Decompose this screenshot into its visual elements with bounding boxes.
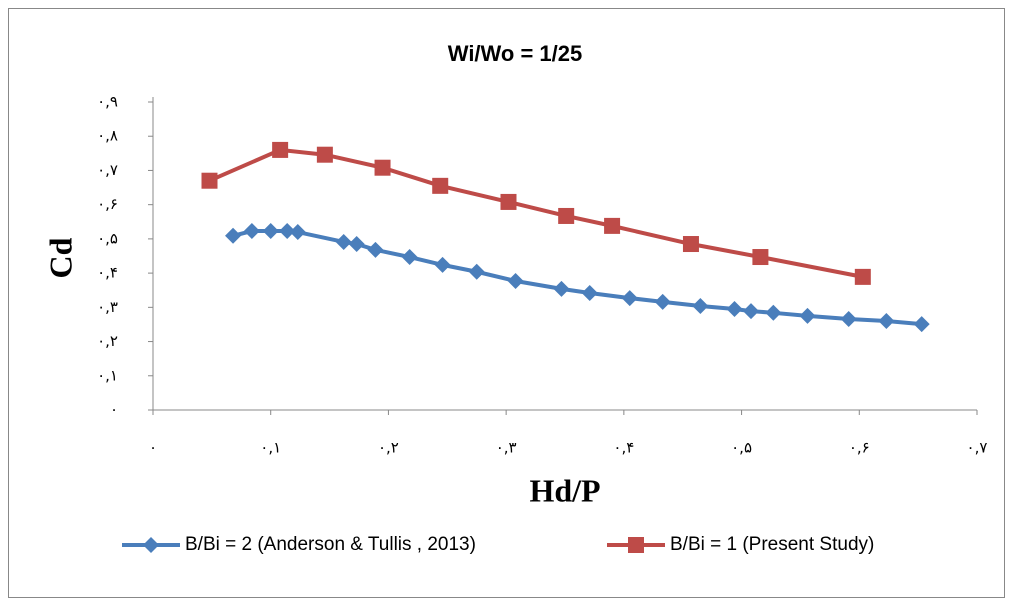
x-tick-label: ۰,۳ — [496, 439, 517, 457]
legend-marker — [628, 537, 644, 553]
data-point — [316, 146, 333, 163]
data-point — [558, 207, 575, 224]
chart-border — [8, 8, 1005, 598]
y-tick-label: ۰,۷ — [97, 161, 118, 179]
data-point — [840, 310, 857, 327]
data-point — [752, 249, 769, 266]
data-point — [201, 172, 218, 189]
x-axis-label: Hd/P — [529, 472, 600, 508]
data-point — [348, 236, 365, 253]
legend-label: B/Bi = 2 (Anderson & Tullis , 2013) — [185, 534, 476, 555]
y-tick-label: ۰,۴ — [97, 264, 118, 282]
x-tick-label: ۰,۴ — [613, 439, 634, 457]
x-tick-label: ۰ — [149, 439, 157, 457]
data-point — [581, 284, 598, 301]
x-tick-label: ۰,۷ — [967, 439, 988, 457]
data-point — [367, 241, 384, 258]
y-tick-label: ۰,۵ — [97, 229, 118, 247]
data-point — [432, 177, 449, 194]
data-point — [878, 313, 895, 330]
data-point — [553, 280, 570, 297]
data-point — [604, 217, 621, 234]
legend-label: B/Bi = 1 (Present Study) — [670, 534, 874, 555]
data-point — [434, 256, 451, 273]
data-point — [289, 224, 306, 241]
data-point — [621, 290, 638, 307]
x-tick-label: ۰,۶ — [849, 439, 870, 457]
data-point — [913, 316, 930, 333]
data-point — [468, 263, 485, 280]
x-tick-label: ۰,۱ — [260, 439, 281, 457]
data-point — [374, 159, 391, 176]
data-point — [225, 227, 242, 244]
data-point — [742, 303, 759, 320]
data-point — [243, 223, 260, 240]
x-tick-label: ۰,۵ — [731, 439, 752, 457]
data-point — [500, 193, 517, 210]
y-tick-label: ۰,۲ — [97, 332, 118, 350]
data-point — [854, 268, 871, 285]
data-point — [335, 233, 352, 250]
y-tick-label: ۰,۶ — [97, 195, 118, 213]
data-point — [726, 301, 743, 318]
data-point — [799, 307, 816, 324]
y-axis-label: Cd — [42, 237, 78, 278]
data-point — [272, 141, 289, 158]
legend-marker — [143, 537, 159, 553]
y-tick-label: ۰,۱ — [97, 366, 118, 384]
chart-title: Wi/Wo = 1/25 — [448, 41, 583, 66]
y-tick-label: ۰ — [110, 401, 118, 419]
data-point — [401, 249, 418, 266]
data-point — [279, 223, 296, 240]
data-point — [654, 293, 671, 310]
data-point — [765, 304, 782, 321]
y-tick-label: ۰,۹ — [97, 93, 118, 111]
data-point — [692, 297, 709, 314]
y-tick-label: ۰,۳ — [97, 298, 118, 316]
data-point — [262, 223, 279, 240]
data-point — [682, 236, 699, 253]
x-tick-label: ۰,۲ — [378, 439, 399, 457]
data-point — [507, 272, 524, 289]
y-tick-label: ۰,۸ — [97, 127, 118, 145]
